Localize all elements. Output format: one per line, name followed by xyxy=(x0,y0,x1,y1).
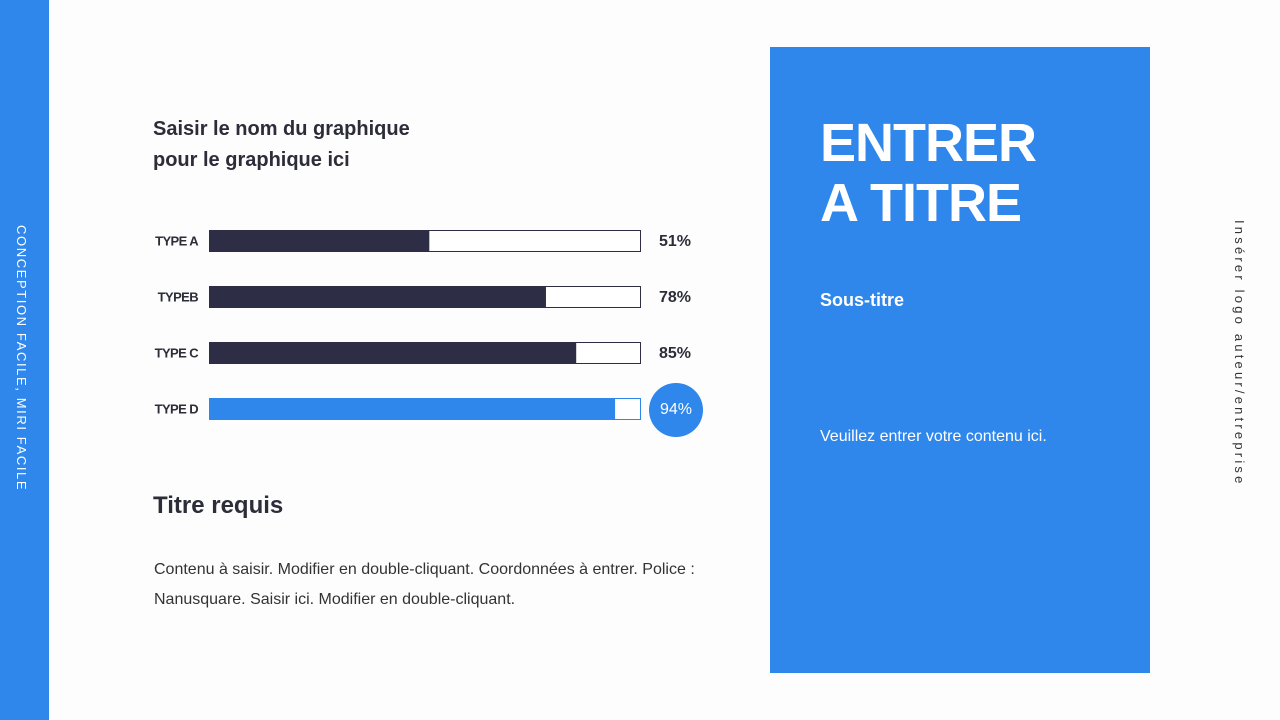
panel xyxy=(770,47,1150,673)
category-label: TYPEB xyxy=(158,289,199,304)
panel-text: Veuillez entrer votre contenu ici. xyxy=(820,428,1047,445)
bar xyxy=(209,342,577,364)
category-label: TYPE A xyxy=(155,233,199,248)
side-label: CONCEPTION FACILE, MIRI FACILE xyxy=(14,225,29,492)
bar xyxy=(209,230,430,252)
category-label: TYPE C xyxy=(155,345,200,360)
side-bar xyxy=(0,0,49,720)
value-label: 78% xyxy=(659,289,691,306)
section-title: Titre requis xyxy=(153,492,284,519)
bar xyxy=(209,398,616,420)
category-label: TYPE D xyxy=(155,401,199,416)
value-label: 94% xyxy=(660,401,692,418)
value-badge xyxy=(649,383,703,437)
section-body: Contenu à saisir. Modifier en double-cli… xyxy=(154,561,695,608)
value-label: 51% xyxy=(659,233,691,250)
bar xyxy=(209,286,546,308)
panel-title: ENTRER A TITRE xyxy=(820,113,1037,233)
value-label: 85% xyxy=(659,345,691,362)
panel-subtitle: Sous-titre xyxy=(820,290,905,310)
chart: TYPE A 51% TYPEB 78% TYPE C 85% TYPE D 94% xyxy=(155,230,703,437)
logo-label: Insérer logo auteur/entreprise xyxy=(1232,220,1247,487)
chart-title: Saisir le nom du graphique pour le graph… xyxy=(153,118,410,171)
